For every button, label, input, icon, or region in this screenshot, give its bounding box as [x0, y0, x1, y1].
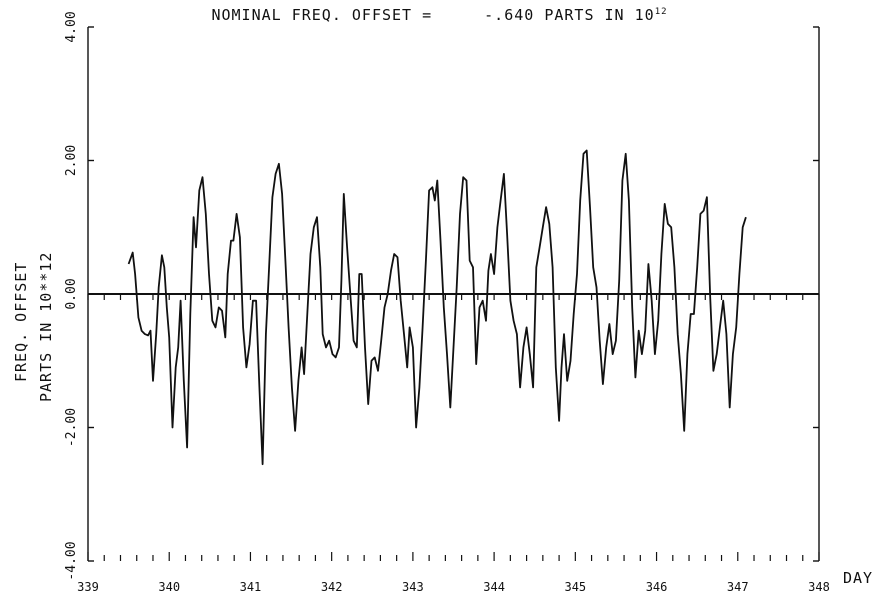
series-group: [127, 149, 747, 466]
x-tick-label: 341: [240, 580, 262, 594]
y-tick-label: -2.00: [64, 408, 79, 447]
y-tick-label: 2.00: [64, 145, 79, 176]
x-tick-label: 344: [483, 580, 505, 594]
y-tick-label: 4.00: [64, 11, 79, 42]
y-axis-label-line2: PARTS IN 10**12: [37, 251, 55, 402]
x-tick-label: 347: [727, 580, 749, 594]
chart-title: NOMINAL FREQ. OFFSET = -.640 PARTS IN 101…: [0, 6, 879, 24]
title-exponent: 12: [654, 7, 668, 17]
title-unit: PARTS IN 10: [544, 6, 655, 24]
x-tick-label: 340: [158, 580, 180, 594]
y-axis-label-line1: FREQ. OFFSET: [12, 261, 30, 382]
title-label: NOMINAL FREQ. OFFSET =: [211, 6, 433, 24]
x-tick-label: 342: [321, 580, 343, 594]
title-value: -.640: [484, 6, 535, 24]
x-tick-label: 339: [77, 580, 99, 594]
x-tick-label: 348: [808, 580, 830, 594]
y-tick-label: -4.00: [64, 541, 79, 580]
y-tick-label: 0.00: [64, 278, 79, 309]
x-tick-label: 346: [646, 580, 668, 594]
x-axis-label: DAY: [843, 569, 874, 587]
x-tick-label: 345: [564, 580, 586, 594]
series-line: [127, 149, 747, 466]
x-tick-label: 343: [402, 580, 424, 594]
axis-tick-labels: 339 340 341 342 343 344 345 346 347 348 4.00 2.00 0.…: [64, 11, 830, 594]
